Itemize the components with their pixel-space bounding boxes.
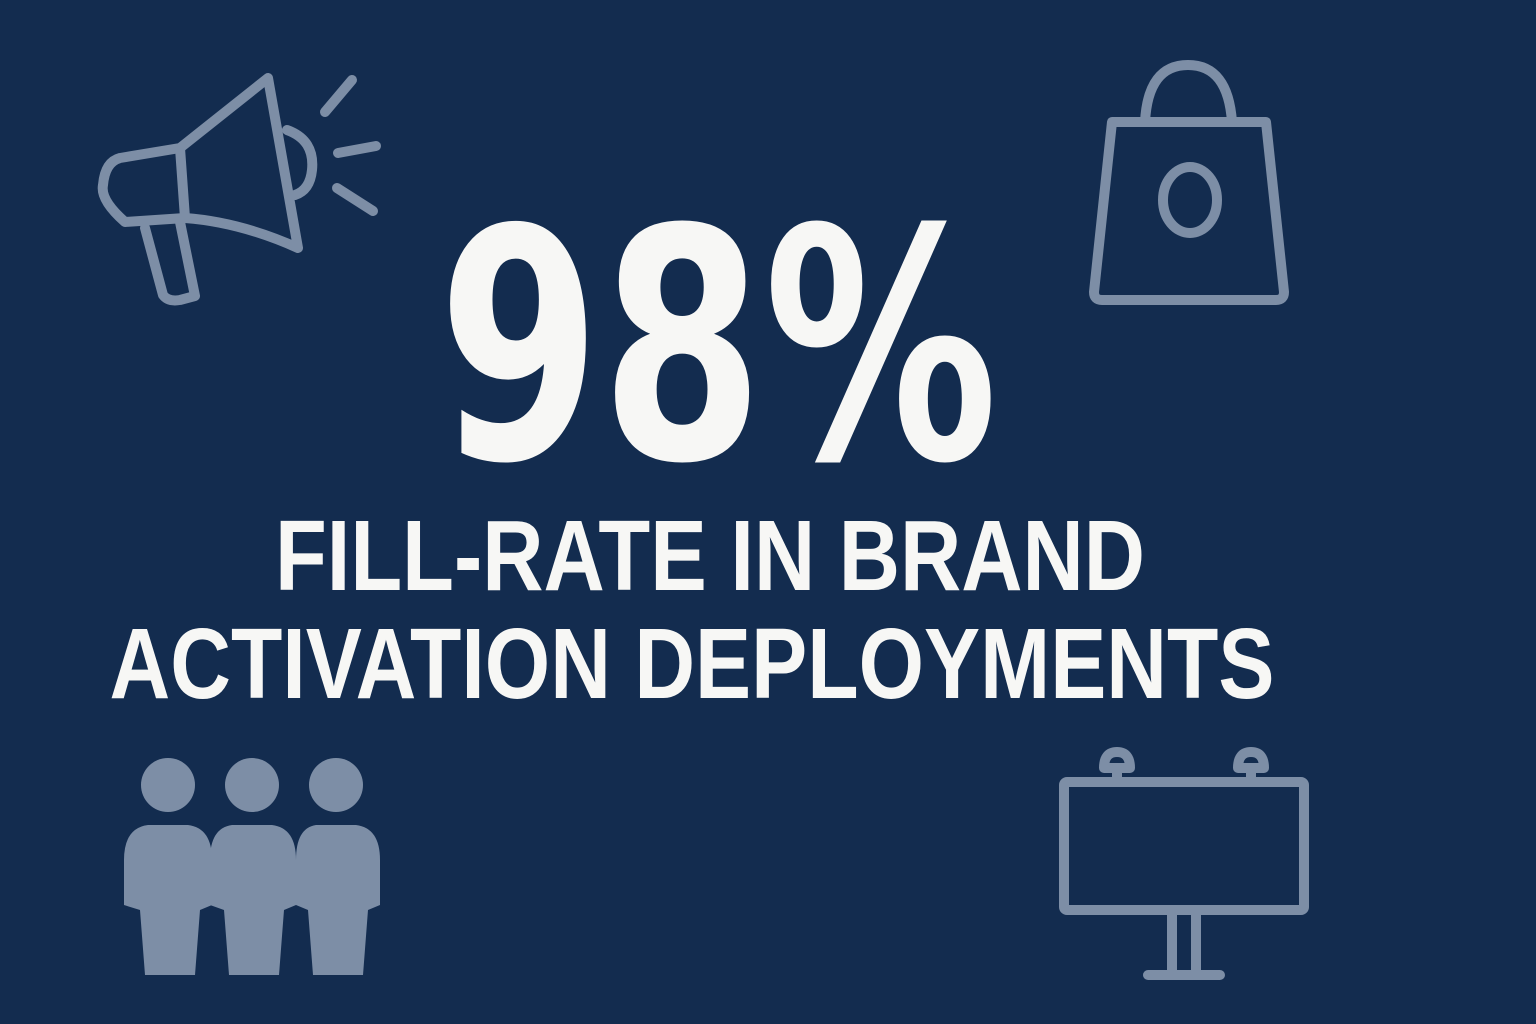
stat-value: 98% [438, 162, 998, 534]
megaphone-icon [97, 73, 381, 306]
caption-line: ACTIVATION DEPLOYMENTS [110, 608, 1275, 720]
people-icon [124, 758, 380, 975]
billboard-icon [1059, 747, 1309, 980]
caption-line: FILL-RATE IN BRAND [275, 500, 1145, 612]
shopping-bag-icon [1089, 60, 1289, 305]
